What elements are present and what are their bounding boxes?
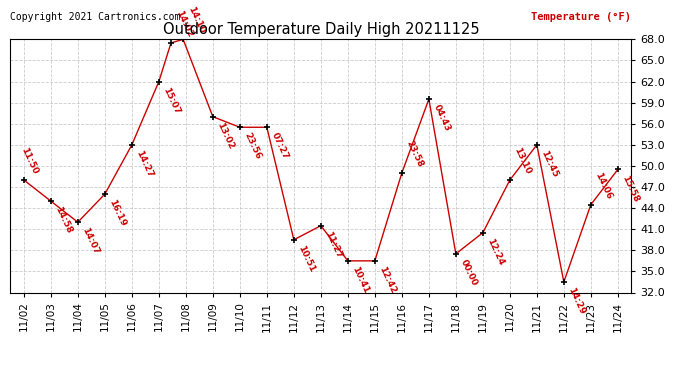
Text: 15:58: 15:58	[620, 174, 641, 203]
Text: 07:27: 07:27	[270, 131, 290, 161]
Text: 13:02: 13:02	[216, 121, 236, 150]
Text: Temperature (°F): Temperature (°F)	[531, 12, 631, 22]
Text: 11:27: 11:27	[324, 230, 344, 260]
Text: 15:07: 15:07	[161, 86, 182, 116]
Text: 14:06: 14:06	[593, 171, 614, 201]
Text: 12:45: 12:45	[540, 149, 560, 179]
Text: 14:07: 14:07	[81, 226, 101, 256]
Text: 14:27: 14:27	[135, 149, 155, 179]
Text: 00:00: 00:00	[459, 258, 479, 287]
Text: 14:29: 14:29	[566, 286, 587, 316]
Text: 11:50: 11:50	[20, 146, 40, 176]
Text: 10:41: 10:41	[351, 265, 371, 295]
Text: 13:10: 13:10	[513, 146, 533, 176]
Text: 14:10: 14:10	[186, 6, 206, 35]
Text: 04:43: 04:43	[432, 103, 452, 133]
Text: 12:24: 12:24	[486, 237, 506, 267]
Text: 14:58: 14:58	[54, 205, 74, 235]
Text: 14:02: 14:02	[174, 9, 194, 39]
Title: Outdoor Temperature Daily High 20211125: Outdoor Temperature Daily High 20211125	[163, 22, 479, 37]
Text: 16:19: 16:19	[108, 198, 128, 228]
Text: 10:51: 10:51	[297, 244, 317, 274]
Text: 23:58: 23:58	[404, 139, 425, 169]
Text: 12:42: 12:42	[377, 265, 398, 295]
Text: 23:56: 23:56	[243, 131, 263, 161]
Text: Copyright 2021 Cartronics.com: Copyright 2021 Cartronics.com	[10, 12, 181, 22]
